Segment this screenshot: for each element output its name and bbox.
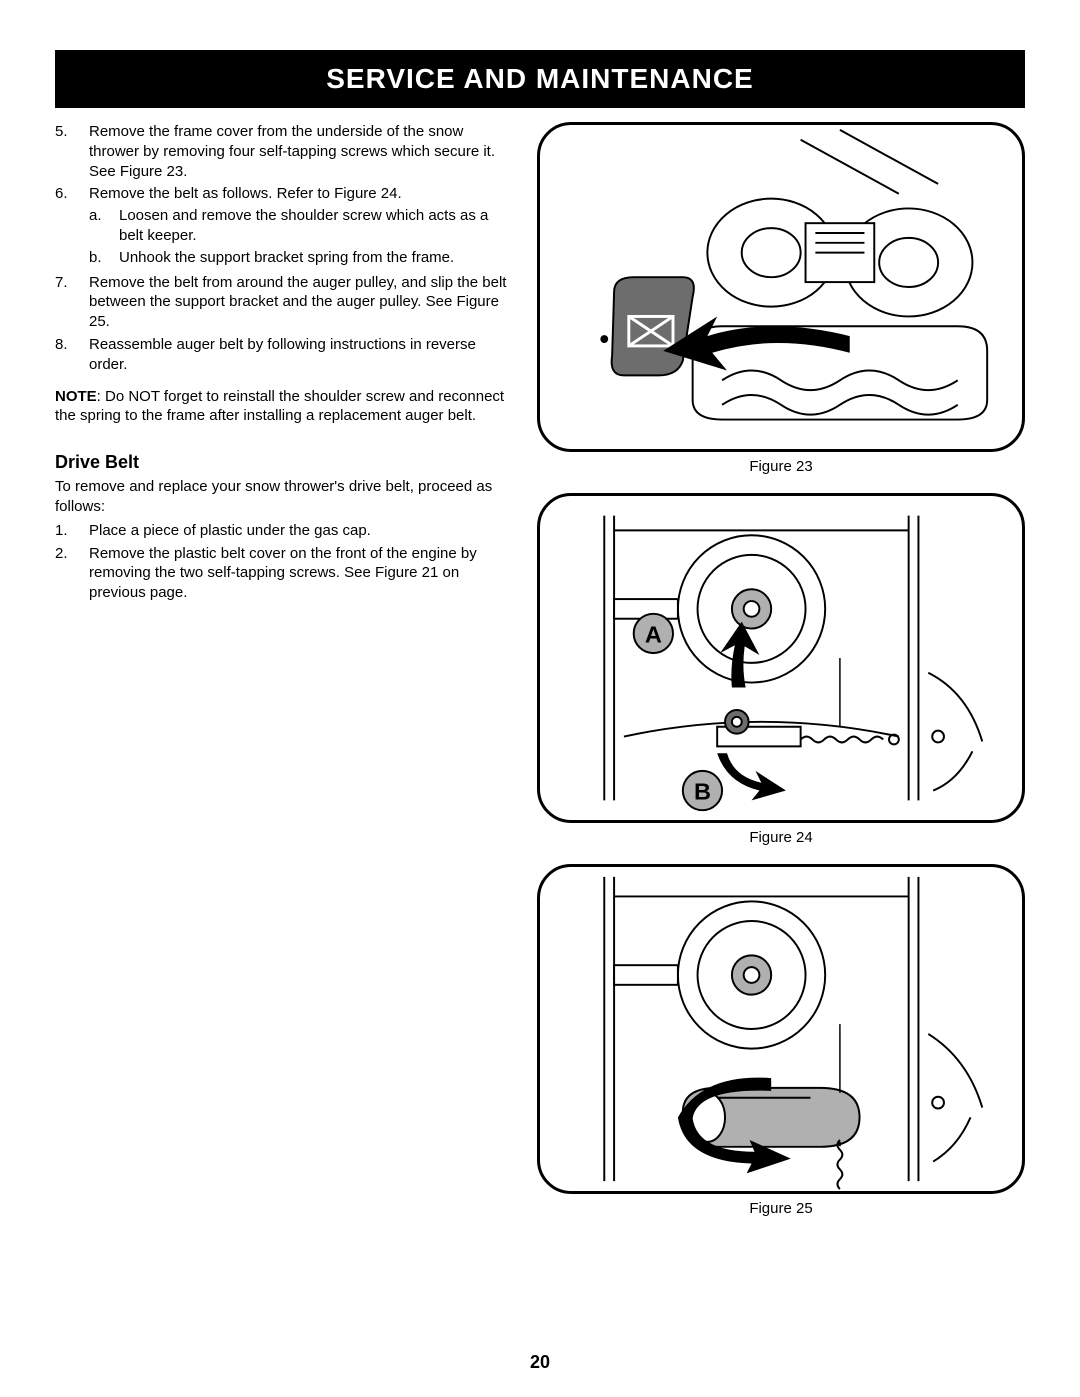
- drive-belt-list: 1. Place a piece of plastic under the ga…: [55, 521, 515, 603]
- callout-a-label: A: [645, 621, 662, 647]
- figure-24-box: A B: [537, 493, 1025, 823]
- note-text: : Do NOT forget to reinstall the shoulde…: [55, 388, 504, 425]
- step-number: 7.: [55, 273, 89, 332]
- step-5: 5. Remove the frame cover from the under…: [55, 122, 515, 181]
- drive-belt-intro: To remove and replace your snow thrower'…: [55, 477, 515, 517]
- right-column: Figure 23: [537, 122, 1025, 1217]
- figure-25-caption: Figure 25: [537, 1200, 1025, 1217]
- substep-a: a. Loosen and remove the shoulder screw …: [89, 206, 515, 246]
- figure-24-illustration: A B: [540, 496, 1022, 820]
- step-7: 7. Remove the belt from around the auger…: [55, 273, 515, 332]
- step-number: 6.: [55, 184, 89, 269]
- substep-number: a.: [89, 206, 119, 246]
- figure-23-caption: Figure 23: [537, 458, 1025, 475]
- note-paragraph: NOTE: Do NOT forget to reinstall the sho…: [55, 387, 515, 427]
- left-column: 5. Remove the frame cover from the under…: [55, 122, 515, 1217]
- callout-a: A: [634, 614, 673, 653]
- page-number: 20: [0, 1352, 1080, 1373]
- substep-number: b.: [89, 248, 119, 268]
- page-header-band: SERVICE AND MAINTENANCE: [55, 50, 1025, 108]
- step-text: Remove the belt from around the auger pu…: [89, 273, 515, 332]
- note-label: NOTE: [55, 388, 97, 405]
- callout-b: B: [683, 771, 722, 810]
- substep-text: Loosen and remove the shoulder screw whi…: [119, 206, 515, 246]
- figure-23-box: [537, 122, 1025, 452]
- step-number: 5.: [55, 122, 89, 181]
- manual-page: SERVICE AND MAINTENANCE 5. Remove the fr…: [0, 0, 1080, 1397]
- step-8: 8. Reassemble auger belt by following in…: [55, 335, 515, 375]
- step-text: Place a piece of plastic under the gas c…: [89, 521, 515, 541]
- step-number: 8.: [55, 335, 89, 375]
- drive-step-1: 1. Place a piece of plastic under the ga…: [55, 521, 515, 541]
- two-column-layout: 5. Remove the frame cover from the under…: [55, 122, 1025, 1217]
- drive-step-2: 2. Remove the plastic belt cover on the …: [55, 544, 515, 603]
- step-text: Reassemble auger belt by following instr…: [89, 335, 515, 375]
- instruction-list: 5. Remove the frame cover from the under…: [55, 122, 515, 375]
- drive-belt-heading: Drive Belt: [55, 452, 515, 473]
- figure-25-box: [537, 864, 1025, 1194]
- substep-b: b. Unhook the support bracket spring fro…: [89, 248, 515, 268]
- step-text: Remove the belt as follows. Refer to Fig…: [89, 184, 515, 269]
- callout-b-label: B: [694, 778, 711, 804]
- substep-list: a. Loosen and remove the shoulder screw …: [89, 206, 515, 267]
- page-header-title: SERVICE AND MAINTENANCE: [326, 63, 753, 94]
- step-6: 6. Remove the belt as follows. Refer to …: [55, 184, 515, 269]
- step-text: Remove the frame cover from the undersid…: [89, 122, 515, 181]
- figure-24-caption: Figure 24: [537, 829, 1025, 846]
- step-text: Remove the plastic belt cover on the fro…: [89, 544, 515, 603]
- figure-23-illustration: [540, 125, 1022, 449]
- step-number: 2.: [55, 544, 89, 603]
- step-number: 1.: [55, 521, 89, 541]
- figure-25-illustration: [540, 867, 1022, 1191]
- substep-text: Unhook the support bracket spring from t…: [119, 248, 515, 268]
